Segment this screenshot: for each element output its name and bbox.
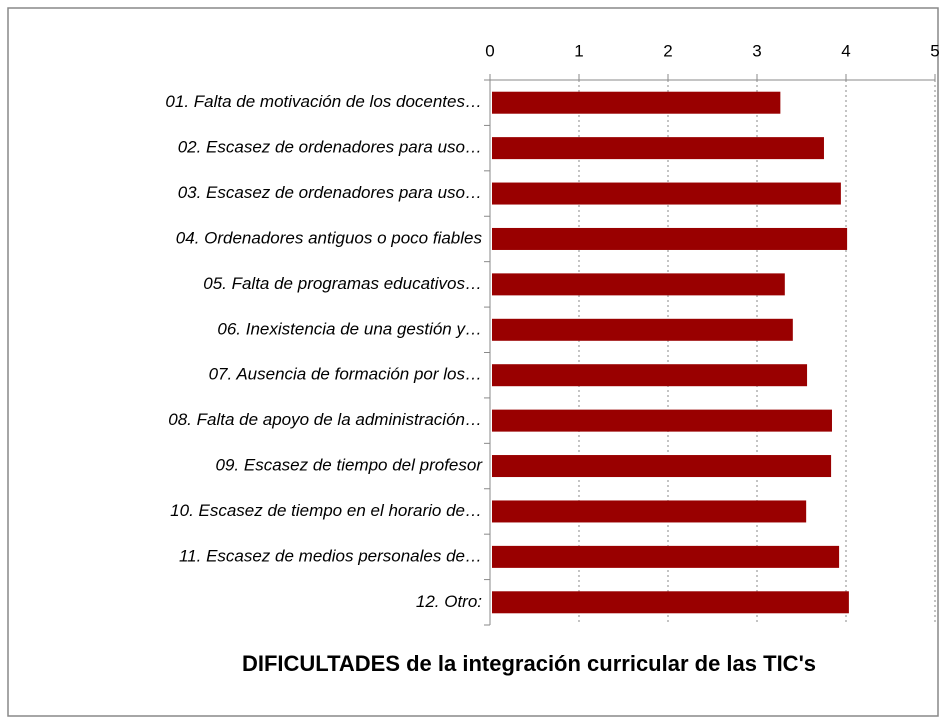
bar — [492, 182, 841, 205]
bar — [492, 318, 793, 341]
x-tick-label: 2 — [663, 41, 672, 60]
bar — [492, 545, 840, 568]
bar — [492, 500, 807, 523]
y-tick-label: 06. Inexistencia de una gestión y… — [217, 319, 482, 338]
y-tick-label: 05. Falta de programas educativos… — [203, 274, 482, 293]
y-tick-label: 08. Falta de apoyo de la administración… — [168, 410, 482, 429]
chart-title: DIFICULTADES de la integración curricula… — [242, 651, 816, 676]
x-tick-label: 3 — [752, 41, 761, 60]
y-tick-label: 03. Escasez de ordenadores para uso… — [178, 183, 482, 202]
y-tick-label: 11. Escasez de medios personales de… — [179, 546, 482, 565]
bar — [492, 273, 785, 296]
y-tick-label: 01. Falta de motivación de los docentes… — [165, 92, 482, 111]
bar — [492, 455, 832, 478]
y-tick-label: 07. Ausencia de formación por los… — [209, 365, 482, 384]
bar — [492, 227, 848, 250]
bar — [492, 409, 832, 432]
bar — [492, 364, 808, 387]
y-tick-label: 04. Ordenadores antiguos o poco fiables — [176, 228, 483, 247]
bar — [492, 137, 824, 160]
bar — [492, 591, 849, 614]
y-tick-label: 12. Otro: — [416, 592, 482, 611]
x-tick-label: 4 — [841, 41, 850, 60]
y-tick-label: 09. Escasez de tiempo del profesor — [216, 456, 484, 475]
x-tick-label: 5 — [930, 41, 939, 60]
x-tick-label: 1 — [574, 41, 583, 60]
x-tick-label: 0 — [485, 41, 494, 60]
y-tick-label: 02. Escasez de ordenadores para uso… — [178, 138, 482, 157]
bar — [492, 91, 781, 114]
y-tick-label: 10. Escasez de tiempo en el horario de… — [170, 501, 482, 520]
